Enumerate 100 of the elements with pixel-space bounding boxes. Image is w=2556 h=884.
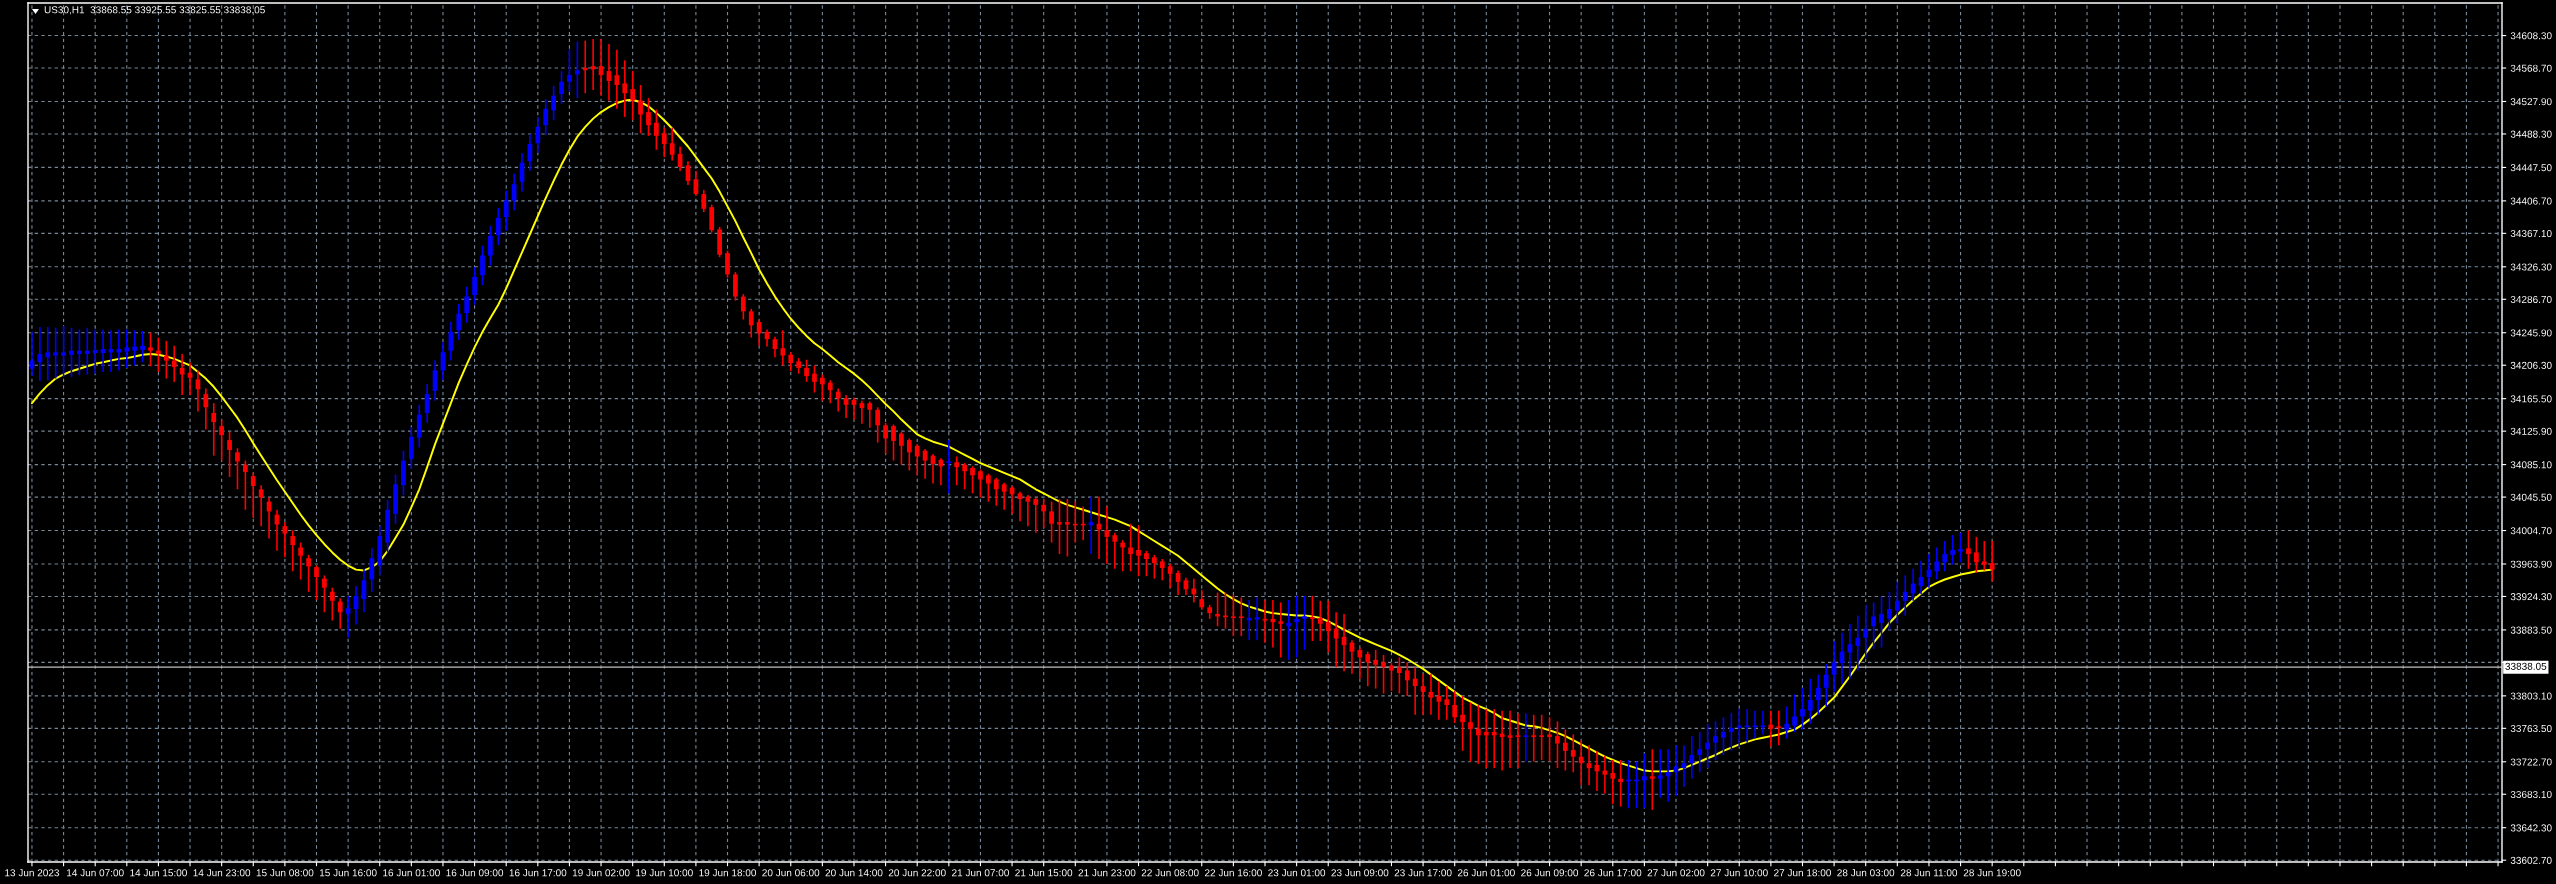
y-tick-label: 33722.70 — [2510, 758, 2552, 766]
candlestick — [614, 48, 620, 110]
candlestick — [1958, 531, 1963, 564]
candlestick — [638, 84, 643, 135]
x-tick-label: 16 Jun 09:00 — [446, 869, 504, 877]
x-tick-label: 20 Jun 14:00 — [825, 869, 883, 877]
candlestick — [574, 40, 580, 99]
x-tick-label: 27 Jun 02:00 — [1647, 869, 1705, 877]
candlestick — [1760, 709, 1766, 736]
candlestick — [1136, 524, 1141, 578]
x-tick-label: 20 Jun 06:00 — [762, 869, 820, 877]
candlestick — [1302, 595, 1307, 651]
candlestick — [1397, 656, 1402, 695]
x-tick-label: 14 Jun 07:00 — [67, 869, 124, 877]
candlestick — [1515, 712, 1521, 769]
y-tick-label: 33803.10 — [2510, 692, 2552, 700]
candlestick — [748, 308, 754, 339]
ref-line-label: 33838.05 — [2505, 662, 2547, 670]
candlestick — [1894, 581, 1900, 625]
candlestick — [1041, 498, 1047, 529]
candlestick — [1689, 735, 1695, 780]
candlestick — [1238, 596, 1244, 637]
candlestick — [1942, 540, 1948, 573]
candlestick — [1491, 708, 1497, 769]
y-tick-label: 33924.30 — [2510, 593, 2552, 601]
candlestick — [1887, 590, 1892, 632]
candlestick — [1476, 704, 1481, 765]
candlestick — [1649, 748, 1655, 811]
candlestick — [1112, 531, 1118, 570]
candlestick — [1871, 601, 1876, 650]
candlestick — [163, 340, 169, 380]
candlestick — [1934, 546, 1940, 581]
candlestick — [1815, 673, 1821, 716]
candlestick — [1278, 601, 1284, 659]
x-tick-label: 14 Jun 15:00 — [130, 869, 187, 877]
candlestick — [124, 328, 130, 369]
candlestick — [1104, 505, 1110, 565]
candlestick — [1570, 733, 1576, 773]
candlestick — [84, 326, 90, 376]
candlestick — [993, 477, 999, 507]
candlestick — [1523, 712, 1529, 763]
x-tick-label: 21 Jun 07:00 — [952, 869, 1009, 877]
candlestick — [843, 394, 849, 419]
candlestick — [701, 189, 707, 213]
candlestick — [1357, 646, 1363, 680]
y-tick-label: 34045.50 — [2510, 493, 2552, 501]
candlestick — [1784, 705, 1790, 740]
candlestick — [503, 189, 509, 232]
candlestick — [456, 303, 462, 341]
candlestick — [914, 443, 920, 477]
candlestick — [1128, 522, 1133, 573]
y-tick-label: 34608.30 — [2510, 32, 2552, 40]
candlestick — [140, 330, 145, 363]
candlestick — [1792, 693, 1797, 733]
candlestick — [1310, 595, 1315, 642]
candlestick — [1823, 663, 1829, 708]
candlestick — [1001, 481, 1007, 511]
candlestick — [1159, 558, 1165, 582]
x-tick-label: 15 Jun 16:00 — [319, 869, 377, 877]
x-tick-label: 19 Jun 10:00 — [636, 869, 693, 877]
candlestick — [733, 271, 738, 302]
candlestick — [1713, 720, 1718, 761]
candlestick — [1950, 534, 1956, 566]
x-tick-label: 16 Jun 01:00 — [383, 869, 440, 877]
candlestick — [61, 325, 66, 378]
candlestick — [543, 98, 549, 136]
candlestick — [1057, 498, 1062, 555]
x-tick-label: 21 Jun 15:00 — [1015, 869, 1073, 877]
candlestick — [156, 336, 161, 373]
x-tick-label: 22 Jun 08:00 — [1141, 869, 1199, 877]
candlestick — [788, 351, 794, 372]
x-tick-label: 23 Jun 09:00 — [1331, 869, 1389, 877]
candlestick — [69, 326, 74, 378]
candlestick — [669, 126, 675, 162]
candlestick — [1974, 536, 1979, 574]
candlestick — [322, 574, 327, 614]
candlestick — [306, 554, 311, 593]
candlestick — [1855, 614, 1861, 672]
candlestick — [1657, 748, 1663, 799]
candlestick — [77, 328, 82, 377]
candlestick — [1752, 709, 1758, 740]
candlestick — [559, 70, 564, 105]
x-tick-label: 21 Jun 23:00 — [1078, 869, 1136, 877]
candlestick — [480, 244, 485, 286]
candlestick — [1989, 540, 1995, 582]
y-tick-label: 33683.10 — [2510, 790, 2552, 798]
candlestick — [1483, 708, 1489, 769]
candlestick — [179, 353, 185, 396]
candlestick — [725, 249, 730, 279]
candlestick — [1578, 739, 1584, 787]
candlestick — [314, 564, 319, 601]
candlestick — [1618, 759, 1624, 808]
y-tick-label: 33642.30 — [2510, 824, 2552, 832]
y-tick-label: 34245.90 — [2510, 329, 2552, 337]
candlestick — [488, 225, 493, 267]
candlestick — [211, 402, 217, 457]
candlestick — [227, 431, 232, 478]
y-tick-label: 34004.70 — [2510, 527, 2552, 535]
candlestick — [1507, 709, 1513, 769]
candlestick — [567, 48, 572, 93]
